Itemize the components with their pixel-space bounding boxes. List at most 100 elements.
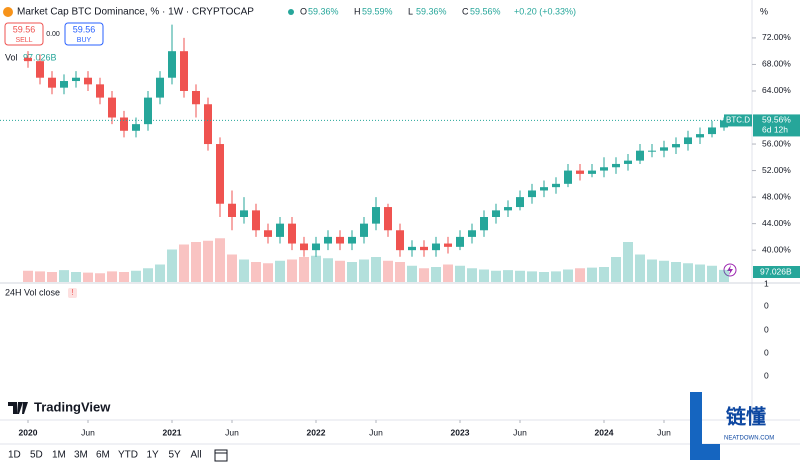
candle-body [228, 203, 236, 217]
axis-unit[interactable]: % [760, 6, 768, 16]
watermark: 链懂 NEATDOWN.COM [690, 392, 774, 460]
volume-bar [371, 257, 381, 282]
volume-bar [395, 262, 405, 282]
time-tick-label: 2021 [163, 427, 182, 437]
volume-bar [407, 265, 417, 282]
brand-logo: TradingView [8, 399, 111, 414]
candle-body [252, 210, 260, 231]
lower-axis-label: 0 [764, 300, 769, 310]
volume-bar [167, 249, 177, 282]
market-status [288, 9, 294, 15]
volume-bar [683, 263, 693, 282]
volume-bar [131, 270, 141, 282]
candle-body [144, 97, 152, 125]
candle-body [660, 147, 668, 151]
watermark-text: 链懂 [726, 404, 766, 428]
lower-axis-label: 0 [764, 324, 769, 334]
timeframe-button[interactable]: 6M [96, 450, 110, 461]
timeframe-button[interactable]: All [191, 450, 202, 461]
price-tag-countdown: 6d 12h [762, 125, 788, 135]
candle-body [216, 144, 224, 204]
timeframe-button[interactable]: 5Y [169, 450, 182, 461]
time-tick-label: Jun [513, 427, 527, 437]
candle-body [240, 210, 248, 217]
candle-body [360, 223, 368, 237]
volume-bar [431, 267, 441, 282]
buy-button[interactable] [64, 22, 104, 46]
volume-bar [263, 263, 273, 282]
candle-body [528, 190, 536, 198]
candle-body [396, 230, 404, 251]
volume-bar [227, 254, 237, 282]
timeframe-button[interactable]: 5D [30, 450, 43, 461]
volume-bar [191, 242, 201, 282]
candle-body [108, 97, 116, 118]
timeframe-button[interactable]: YTD [118, 450, 138, 461]
candle-body [504, 207, 512, 211]
volume-bar [383, 260, 393, 282]
candle-body [624, 160, 632, 164]
candle-body [372, 207, 380, 224]
sell-price[interactable]: 59.56 [13, 24, 36, 34]
price-tick-label: 48.00% [762, 191, 791, 201]
watermark-site: NEATDOWN.COM [724, 436, 774, 442]
volume-bar [635, 254, 645, 282]
candle-body [684, 137, 692, 145]
volume-bar [719, 269, 729, 282]
volume-bar [335, 260, 345, 282]
calendar-icon[interactable] [214, 449, 228, 462]
buy-price[interactable]: 59.56 [73, 24, 96, 34]
calendar-body[interactable] [214, 449, 228, 462]
volume-bar [299, 257, 309, 282]
candle-body [300, 243, 308, 251]
candle-body [552, 183, 560, 188]
volume-bar [599, 267, 609, 282]
candle-body [696, 134, 704, 138]
buy-label[interactable]: BUY [77, 37, 92, 44]
lower-axis-label: 1 [764, 278, 769, 288]
candle-body [456, 236, 464, 247]
volume-bar [671, 262, 681, 282]
candle-body [432, 243, 440, 251]
volume-bar [359, 259, 369, 282]
candle-body [168, 51, 176, 78]
candle-body [708, 127, 716, 135]
alert-icon-mark[interactable]: ! [71, 288, 73, 297]
sell-button[interactable] [4, 22, 44, 46]
lower-pane-title: 24H Vol close [5, 287, 60, 297]
brand-name: TradingView [34, 399, 111, 414]
ohlc-label: C [462, 6, 469, 16]
lower-axis-label: 0 [764, 347, 769, 357]
candle-body [648, 150, 656, 152]
timeframe-button[interactable]: 1Y [147, 450, 160, 461]
volume-bar [623, 242, 633, 282]
timeframe-button[interactable]: 1M [52, 450, 66, 461]
volume-bar [515, 270, 525, 282]
candle-body [132, 124, 140, 131]
symbol-tag [724, 114, 752, 127]
brand-mark [8, 402, 28, 414]
alert-icon[interactable] [68, 288, 77, 298]
volume-bar [347, 262, 357, 282]
price-tick-label: 72.00% [762, 32, 791, 42]
price-tick-label: 56.00% [762, 138, 791, 148]
ohlc-label: O [300, 6, 307, 16]
chart-title: Market Cap BTC Dominance, % · 1W · CRYPT… [17, 7, 254, 18]
volume-bar [491, 270, 501, 282]
volume-bar [443, 264, 453, 282]
volume-bar [275, 260, 285, 282]
volume-bar [215, 238, 225, 282]
timeframe-button[interactable]: 1D [8, 450, 21, 461]
volume-bar [659, 260, 669, 282]
volume-bar [83, 272, 93, 282]
volume-bar [527, 271, 537, 282]
symbol-icon [3, 7, 13, 17]
flash-icon[interactable] [723, 263, 737, 277]
volume-bar [611, 257, 621, 282]
price-tick-label: 64.00% [762, 85, 791, 95]
volume-bar [23, 270, 33, 282]
timeframe-button[interactable]: 3M [74, 450, 88, 461]
sell-label[interactable]: SELL [15, 37, 32, 44]
candle-body [336, 236, 344, 244]
